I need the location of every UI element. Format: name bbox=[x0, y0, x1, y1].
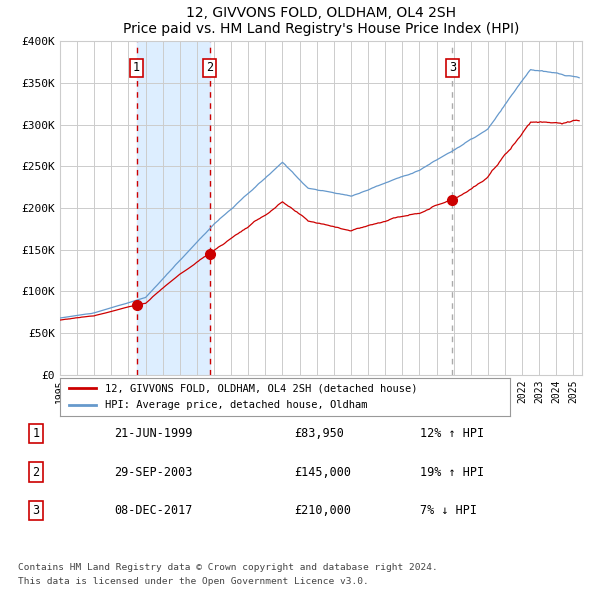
Text: Contains HM Land Registry data © Crown copyright and database right 2024.: Contains HM Land Registry data © Crown c… bbox=[18, 563, 438, 572]
Text: 08-DEC-2017: 08-DEC-2017 bbox=[114, 504, 193, 517]
Text: £145,000: £145,000 bbox=[294, 466, 351, 478]
Text: 1: 1 bbox=[32, 427, 40, 440]
Text: 12% ↑ HPI: 12% ↑ HPI bbox=[420, 427, 484, 440]
Text: 2: 2 bbox=[206, 61, 214, 74]
Title: 12, GIVVONS FOLD, OLDHAM, OL4 2SH
Price paid vs. HM Land Registry's House Price : 12, GIVVONS FOLD, OLDHAM, OL4 2SH Price … bbox=[123, 6, 519, 36]
Text: 19% ↑ HPI: 19% ↑ HPI bbox=[420, 466, 484, 478]
Text: £210,000: £210,000 bbox=[294, 504, 351, 517]
Bar bbox=[137, 41, 210, 375]
Text: 29-SEP-2003: 29-SEP-2003 bbox=[114, 466, 193, 478]
Text: This data is licensed under the Open Government Licence v3.0.: This data is licensed under the Open Gov… bbox=[18, 576, 369, 586]
Text: HPI: Average price, detached house, Oldham: HPI: Average price, detached house, Oldh… bbox=[105, 400, 367, 410]
Text: £83,950: £83,950 bbox=[294, 427, 344, 440]
Text: 21-JUN-1999: 21-JUN-1999 bbox=[114, 427, 193, 440]
Text: 7% ↓ HPI: 7% ↓ HPI bbox=[420, 504, 477, 517]
Text: 12, GIVVONS FOLD, OLDHAM, OL4 2SH (detached house): 12, GIVVONS FOLD, OLDHAM, OL4 2SH (detac… bbox=[105, 384, 418, 394]
Text: 3: 3 bbox=[32, 504, 40, 517]
Text: 3: 3 bbox=[449, 61, 456, 74]
Text: 1: 1 bbox=[133, 61, 140, 74]
Text: 2: 2 bbox=[32, 466, 40, 478]
